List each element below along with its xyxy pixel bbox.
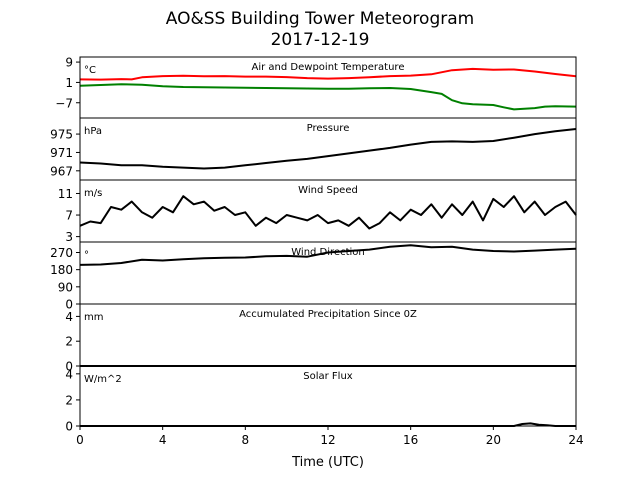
- panel-4: 270 180 90 0 ° Wind Direction: [50, 241, 577, 312]
- y-tick-label: 971: [50, 146, 73, 160]
- x-tick-label: 4: [159, 433, 167, 447]
- y-tick-label: 90: [58, 280, 73, 294]
- panel-1: 9 1 −7 °C Air and Dewpoint Temperature: [55, 56, 577, 119]
- panel-unit: hPa: [84, 126, 102, 137]
- y-tick-label: 0: [65, 420, 73, 434]
- x-axis-label: Time (UTC): [291, 455, 364, 470]
- panel-title: Air and Dewpoint Temperature: [252, 62, 405, 73]
- chart-date: 2017-12-19: [271, 30, 370, 50]
- y-tick-label: 967: [50, 164, 73, 178]
- y-tick-label: 11: [58, 187, 73, 201]
- y-tick-label: 270: [50, 246, 73, 260]
- panel-unit: mm: [84, 312, 103, 323]
- panel-title: Pressure: [307, 123, 350, 134]
- x-tick-label: 0: [76, 433, 84, 447]
- panel-title: Solar Flux: [303, 371, 353, 382]
- panel-unit: W/m^2: [84, 374, 122, 385]
- y-tick-label: 3: [65, 230, 73, 244]
- y-tick-label: 975: [50, 128, 73, 142]
- y-tick-label: 4: [65, 310, 73, 324]
- y-tick-label: 4: [65, 367, 73, 381]
- y-tick-label: 0: [65, 298, 73, 312]
- panel-2: 975 971 967 hPa Pressure: [50, 117, 577, 181]
- y-tick-label: 2: [65, 335, 73, 349]
- series-line-1-1: [79, 67, 577, 81]
- y-tick-label: 7: [65, 209, 73, 223]
- x-tick-label: 24: [568, 433, 583, 447]
- y-tick-label: 9: [65, 56, 73, 70]
- y-tick-label: 0: [65, 360, 73, 374]
- panel-unit: m/s: [84, 188, 102, 199]
- series-line-1-2: [79, 83, 577, 111]
- y-tick-label: 1: [65, 76, 73, 90]
- panel-title: Wind Direction: [291, 247, 365, 258]
- y-tick-label: −7: [55, 96, 73, 110]
- x-tick-label: 16: [403, 433, 418, 447]
- panel-title: Wind Speed: [298, 185, 358, 196]
- series-line-2-1: [79, 128, 577, 170]
- series-line-4-1: [79, 244, 577, 266]
- x-tick-label: 12: [320, 433, 335, 447]
- panel-3: 11 7 3 m/s Wind Speed: [58, 179, 577, 244]
- panel-title: Accumulated Precipitation Since 0Z: [239, 309, 417, 320]
- y-tick-label: 2: [65, 393, 73, 407]
- y-tick-label: 180: [50, 263, 73, 277]
- series-line-3-1: [79, 195, 577, 230]
- x-tick-label: 8: [242, 433, 250, 447]
- panel-6: 4 2 0 W/m^2 Solar Flux: [65, 365, 577, 434]
- panel-unit: °: [84, 250, 89, 261]
- panel-5: 4 2 0 mm Accumulated Precipitation Since 0Z: [65, 303, 577, 374]
- panel-unit: °C: [84, 65, 96, 76]
- chart-title: AO&SS Building Tower Meteorogram: [166, 9, 474, 29]
- x-tick-label: 20: [486, 433, 501, 447]
